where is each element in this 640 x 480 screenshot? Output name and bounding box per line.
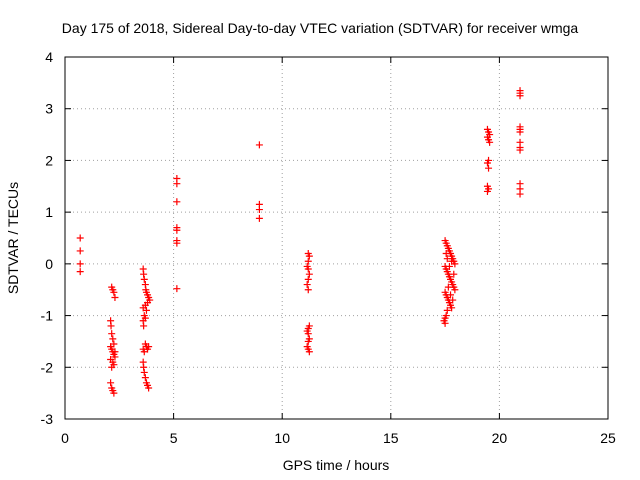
data-point	[450, 270, 458, 278]
data-point	[305, 252, 313, 260]
data-point	[173, 285, 181, 293]
data-point	[445, 262, 453, 270]
data-point	[443, 306, 451, 314]
data-point	[111, 348, 119, 356]
y-tick-label: 3	[45, 101, 53, 117]
y-tick-label: 0	[45, 256, 53, 272]
data-point	[304, 257, 312, 265]
data-point	[141, 374, 149, 382]
data-point	[442, 250, 450, 258]
data-point	[305, 270, 313, 278]
data-point	[140, 368, 148, 376]
data-point	[444, 283, 452, 291]
data-point	[173, 180, 181, 188]
data-point	[516, 190, 524, 198]
data-point	[140, 322, 148, 330]
data-point	[485, 164, 493, 172]
y-tick-label: 2	[45, 152, 53, 168]
y-tick-label: -1	[41, 308, 54, 324]
x-tick-label: 20	[492, 430, 508, 446]
data-point	[140, 348, 148, 356]
data-point	[304, 275, 312, 283]
data-point	[304, 337, 312, 345]
data-point	[305, 348, 313, 356]
x-tick-label: 10	[274, 430, 290, 446]
data-point	[109, 335, 117, 343]
axis-ticks: 0 5 10 15 20 25 -3 -2 -1 0 1 2 3 4	[41, 49, 616, 446]
data-point	[304, 330, 312, 338]
data-point	[111, 293, 119, 301]
data-point	[173, 239, 181, 247]
y-tick-label: -2	[41, 359, 54, 375]
data-point	[483, 187, 491, 195]
data-point	[448, 304, 456, 312]
data-points	[76, 87, 524, 397]
data-point	[173, 198, 181, 206]
data-point	[303, 281, 311, 289]
data-point	[255, 214, 263, 222]
data-point	[448, 257, 456, 265]
data-point	[304, 265, 312, 273]
data-point	[443, 255, 451, 263]
data-point	[108, 363, 116, 371]
data-point	[516, 146, 524, 154]
data-point	[76, 247, 84, 255]
data-point	[76, 260, 84, 268]
chart-title: Day 175 of 2018, Sidereal Day-to-day VTE…	[62, 20, 579, 36]
data-point	[255, 206, 263, 214]
y-axis-label: SDTVAR / TECUs	[5, 182, 21, 294]
data-point	[516, 92, 524, 100]
data-point	[108, 330, 116, 338]
data-point	[140, 363, 148, 371]
data-point	[107, 379, 115, 387]
data-point	[140, 275, 148, 283]
data-point	[304, 286, 312, 294]
y-tick-label: 4	[45, 49, 53, 65]
data-point	[110, 389, 118, 397]
grid	[65, 57, 608, 419]
data-point	[483, 159, 491, 167]
data-point	[255, 141, 263, 149]
data-point	[447, 291, 455, 299]
x-tick-label: 5	[170, 430, 178, 446]
data-point	[140, 270, 148, 278]
data-point	[76, 234, 84, 242]
y-tick-label: 1	[45, 204, 53, 220]
y-tick-label: -3	[41, 411, 54, 427]
data-point	[449, 296, 457, 304]
data-point	[441, 319, 449, 327]
data-point	[107, 322, 115, 330]
x-tick-label: 0	[61, 430, 69, 446]
x-axis-label: GPS time / hours	[283, 457, 390, 473]
plot-frame	[64, 56, 609, 420]
data-point	[145, 343, 153, 351]
data-point	[173, 226, 181, 234]
data-point	[110, 288, 118, 296]
data-point	[76, 268, 84, 276]
x-tick-label: 15	[383, 430, 399, 446]
x-tick-label: 25	[600, 430, 616, 446]
data-point	[516, 128, 524, 136]
data-point	[451, 286, 459, 294]
data-point	[145, 384, 153, 392]
data-point	[486, 138, 494, 146]
data-point	[142, 306, 150, 314]
